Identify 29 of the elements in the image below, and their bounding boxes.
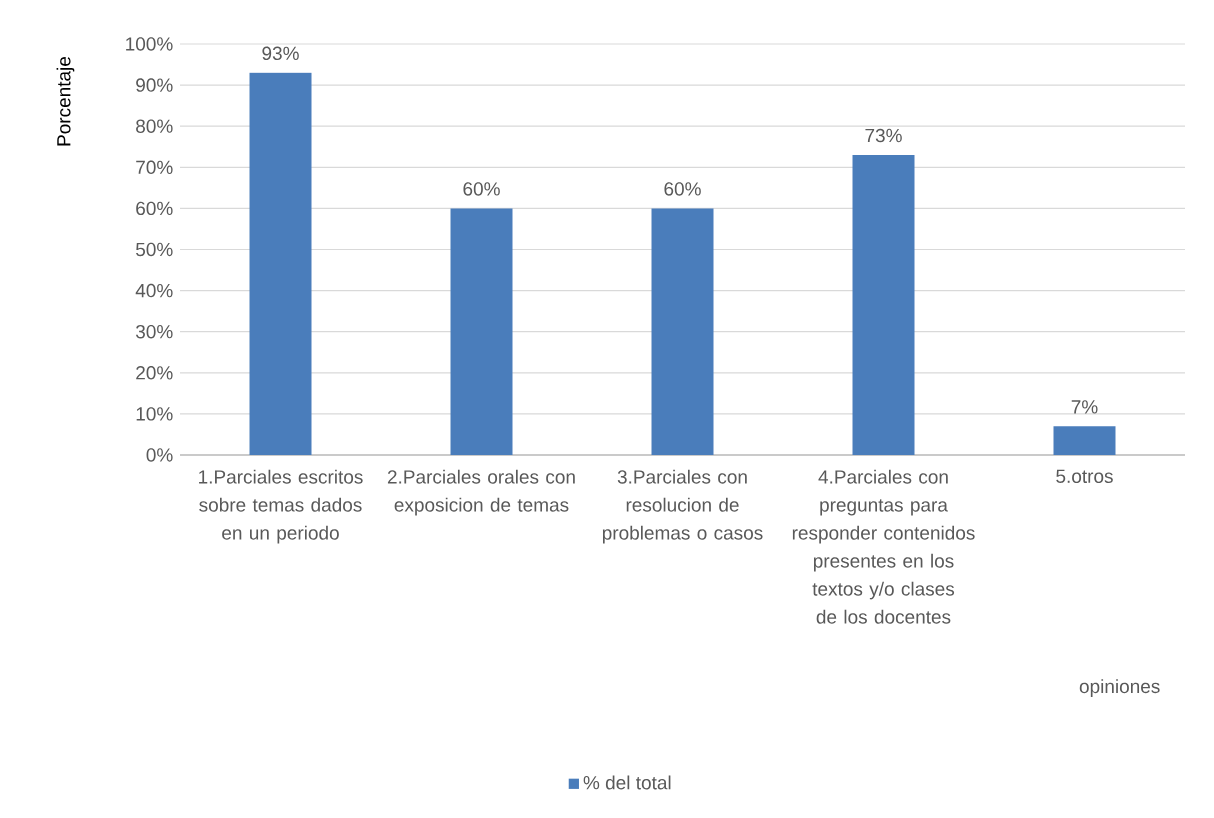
bar xyxy=(852,154,915,455)
data-label: 73% xyxy=(865,128,902,143)
y-tick-label: 20% xyxy=(136,366,173,380)
y-tick-label: 80% xyxy=(136,119,173,133)
bar xyxy=(651,208,714,455)
x-tick-label: 1.Parciales escritos sobre temas dados en un periodo xyxy=(199,469,363,544)
y-tick-label: 60% xyxy=(136,201,173,216)
x-tick-label: 5.otros xyxy=(1056,469,1113,483)
data-label: 93% xyxy=(262,46,299,61)
y-axis-title: Porcentaje xyxy=(56,56,75,146)
x-tick-label: 3.Parciales con resolucion de problemas o casos xyxy=(602,469,763,544)
y-tick-label: 50% xyxy=(136,242,173,257)
x-tick-label: 2.Parciales orales con exposicion de temas xyxy=(387,469,575,516)
y-tick-label: 70% xyxy=(136,160,173,175)
data-label: 7% xyxy=(1071,400,1098,414)
y-tick-label: 10% xyxy=(136,407,173,421)
y-tick-label: 100% xyxy=(126,37,173,51)
x-axis-title: opiniones xyxy=(1079,679,1160,697)
y-tick-label: 90% xyxy=(136,78,173,92)
y-tick-label: 30% xyxy=(135,324,173,339)
y-tick-label: 40% xyxy=(135,283,173,298)
bar xyxy=(249,72,312,455)
data-label: 60% xyxy=(463,182,500,196)
bar xyxy=(1053,426,1116,455)
x-tick-label: 4.Parciales con preguntas para responder contenidos presentes en los textos y/o clases de los docentes xyxy=(792,469,975,624)
bar xyxy=(450,208,513,455)
data-label: 60% xyxy=(664,182,701,196)
y-tick-label: 0% xyxy=(146,448,173,462)
legend-label: % del total xyxy=(583,775,671,790)
